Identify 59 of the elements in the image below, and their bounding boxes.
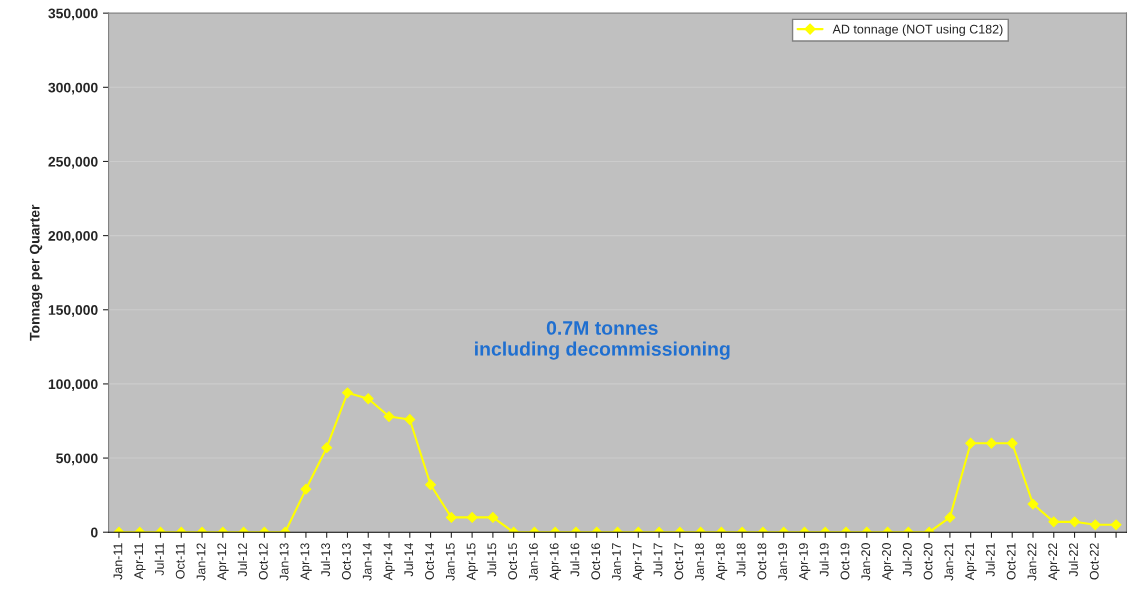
x-tick-label: Jan-21 <box>944 543 954 581</box>
x-tick-label: Apr-11 <box>134 543 146 580</box>
x-tick-label: Oct-18 <box>757 543 767 580</box>
x-tick-label: Oct-12 <box>258 543 268 580</box>
y-tick-label: 250,000 <box>48 156 98 169</box>
x-tick-label: Jul-20 <box>902 543 912 577</box>
x-tick-label: Jan-16 <box>528 543 538 581</box>
x-tick-label: Oct-22 <box>1089 543 1099 580</box>
x-tick-label: Oct-14 <box>425 543 434 580</box>
y-tick-label: 0 <box>90 527 98 538</box>
x-tick-label: Oct-17 <box>674 543 684 580</box>
x-tick-label: Jul-19 <box>819 543 829 577</box>
x-tick-label: Apr-15 <box>466 543 478 581</box>
x-tick-label: Jan-13 <box>279 543 289 581</box>
y-tick-label: 350,000 <box>48 8 98 21</box>
x-tick-label: Apr-20 <box>882 543 894 581</box>
x-tick-label: Oct-20 <box>923 543 933 580</box>
x-tick-label: Oct-21 <box>1006 543 1016 580</box>
x-tick-label: Jan-11 <box>113 543 123 580</box>
x-tick-label: Apr-17 <box>632 543 645 581</box>
annotation: 0.7M tonnes including decommissioning <box>475 321 730 360</box>
x-tick-label: Oct-16 <box>591 543 601 580</box>
x-tick-label: Jul-14 <box>403 543 414 577</box>
x-tick-label: Jul-22 <box>1068 543 1078 577</box>
x-tick-label: Apr-22 <box>1048 543 1060 581</box>
x-tick-label: Jul-18 <box>736 543 746 577</box>
legend-label: AD tonnage (NOT using C182) <box>832 24 1003 37</box>
x-tick-label: Jul-16 <box>570 543 580 577</box>
x-tick-label: Jul-12 <box>237 543 247 577</box>
x-tick-label: Jan-17 <box>612 543 621 581</box>
y-tick-label: 300,000 <box>48 82 98 95</box>
x-tick-label: Apr-16 <box>549 543 562 581</box>
y-tick-label: 150,000 <box>48 305 98 317</box>
x-tick-label: Apr-18 <box>715 543 728 581</box>
x-tick-label: Jan-20 <box>861 543 871 581</box>
x-tick-label: Apr-21 <box>965 543 977 581</box>
x-tick-label: Oct-15 <box>508 543 518 580</box>
x-tick-label: Jul-13 <box>320 543 331 577</box>
x-tick-label: Oct-11 <box>175 543 185 579</box>
x-tick-label: Oct-13 <box>341 543 351 580</box>
x-tick-label: Jan-12 <box>196 543 206 581</box>
x-tick-label: Jul-17 <box>653 543 663 577</box>
x-tick-label: Apr-19 <box>798 543 811 581</box>
x-tick-label: Apr-12 <box>217 543 229 581</box>
y-tick-label: 100,000 <box>48 379 98 392</box>
y-axis-title: Tonnage per Quarter <box>29 204 43 341</box>
y-tick-label: 50,000 <box>56 453 98 466</box>
x-tick-label: Jan-22 <box>1027 543 1037 581</box>
x-tick-label: Jan-14 <box>362 543 372 581</box>
x-tick-label: Apr-13 <box>300 543 312 581</box>
x-tick-label: Jul-11 <box>154 543 164 576</box>
x-tick-label: Jan-19 <box>778 543 788 581</box>
y-tick-label: 200,000 <box>48 230 98 243</box>
x-tick-label: Jul-15 <box>487 543 497 577</box>
x-tick-label: Jan-18 <box>695 543 704 581</box>
x-tick-label: Jan-15 <box>445 543 455 581</box>
x-tick-label: Oct-19 <box>840 543 850 580</box>
x-tick-label: Jul-21 <box>985 543 995 577</box>
x-tick-label: Apr-14 <box>383 543 395 581</box>
